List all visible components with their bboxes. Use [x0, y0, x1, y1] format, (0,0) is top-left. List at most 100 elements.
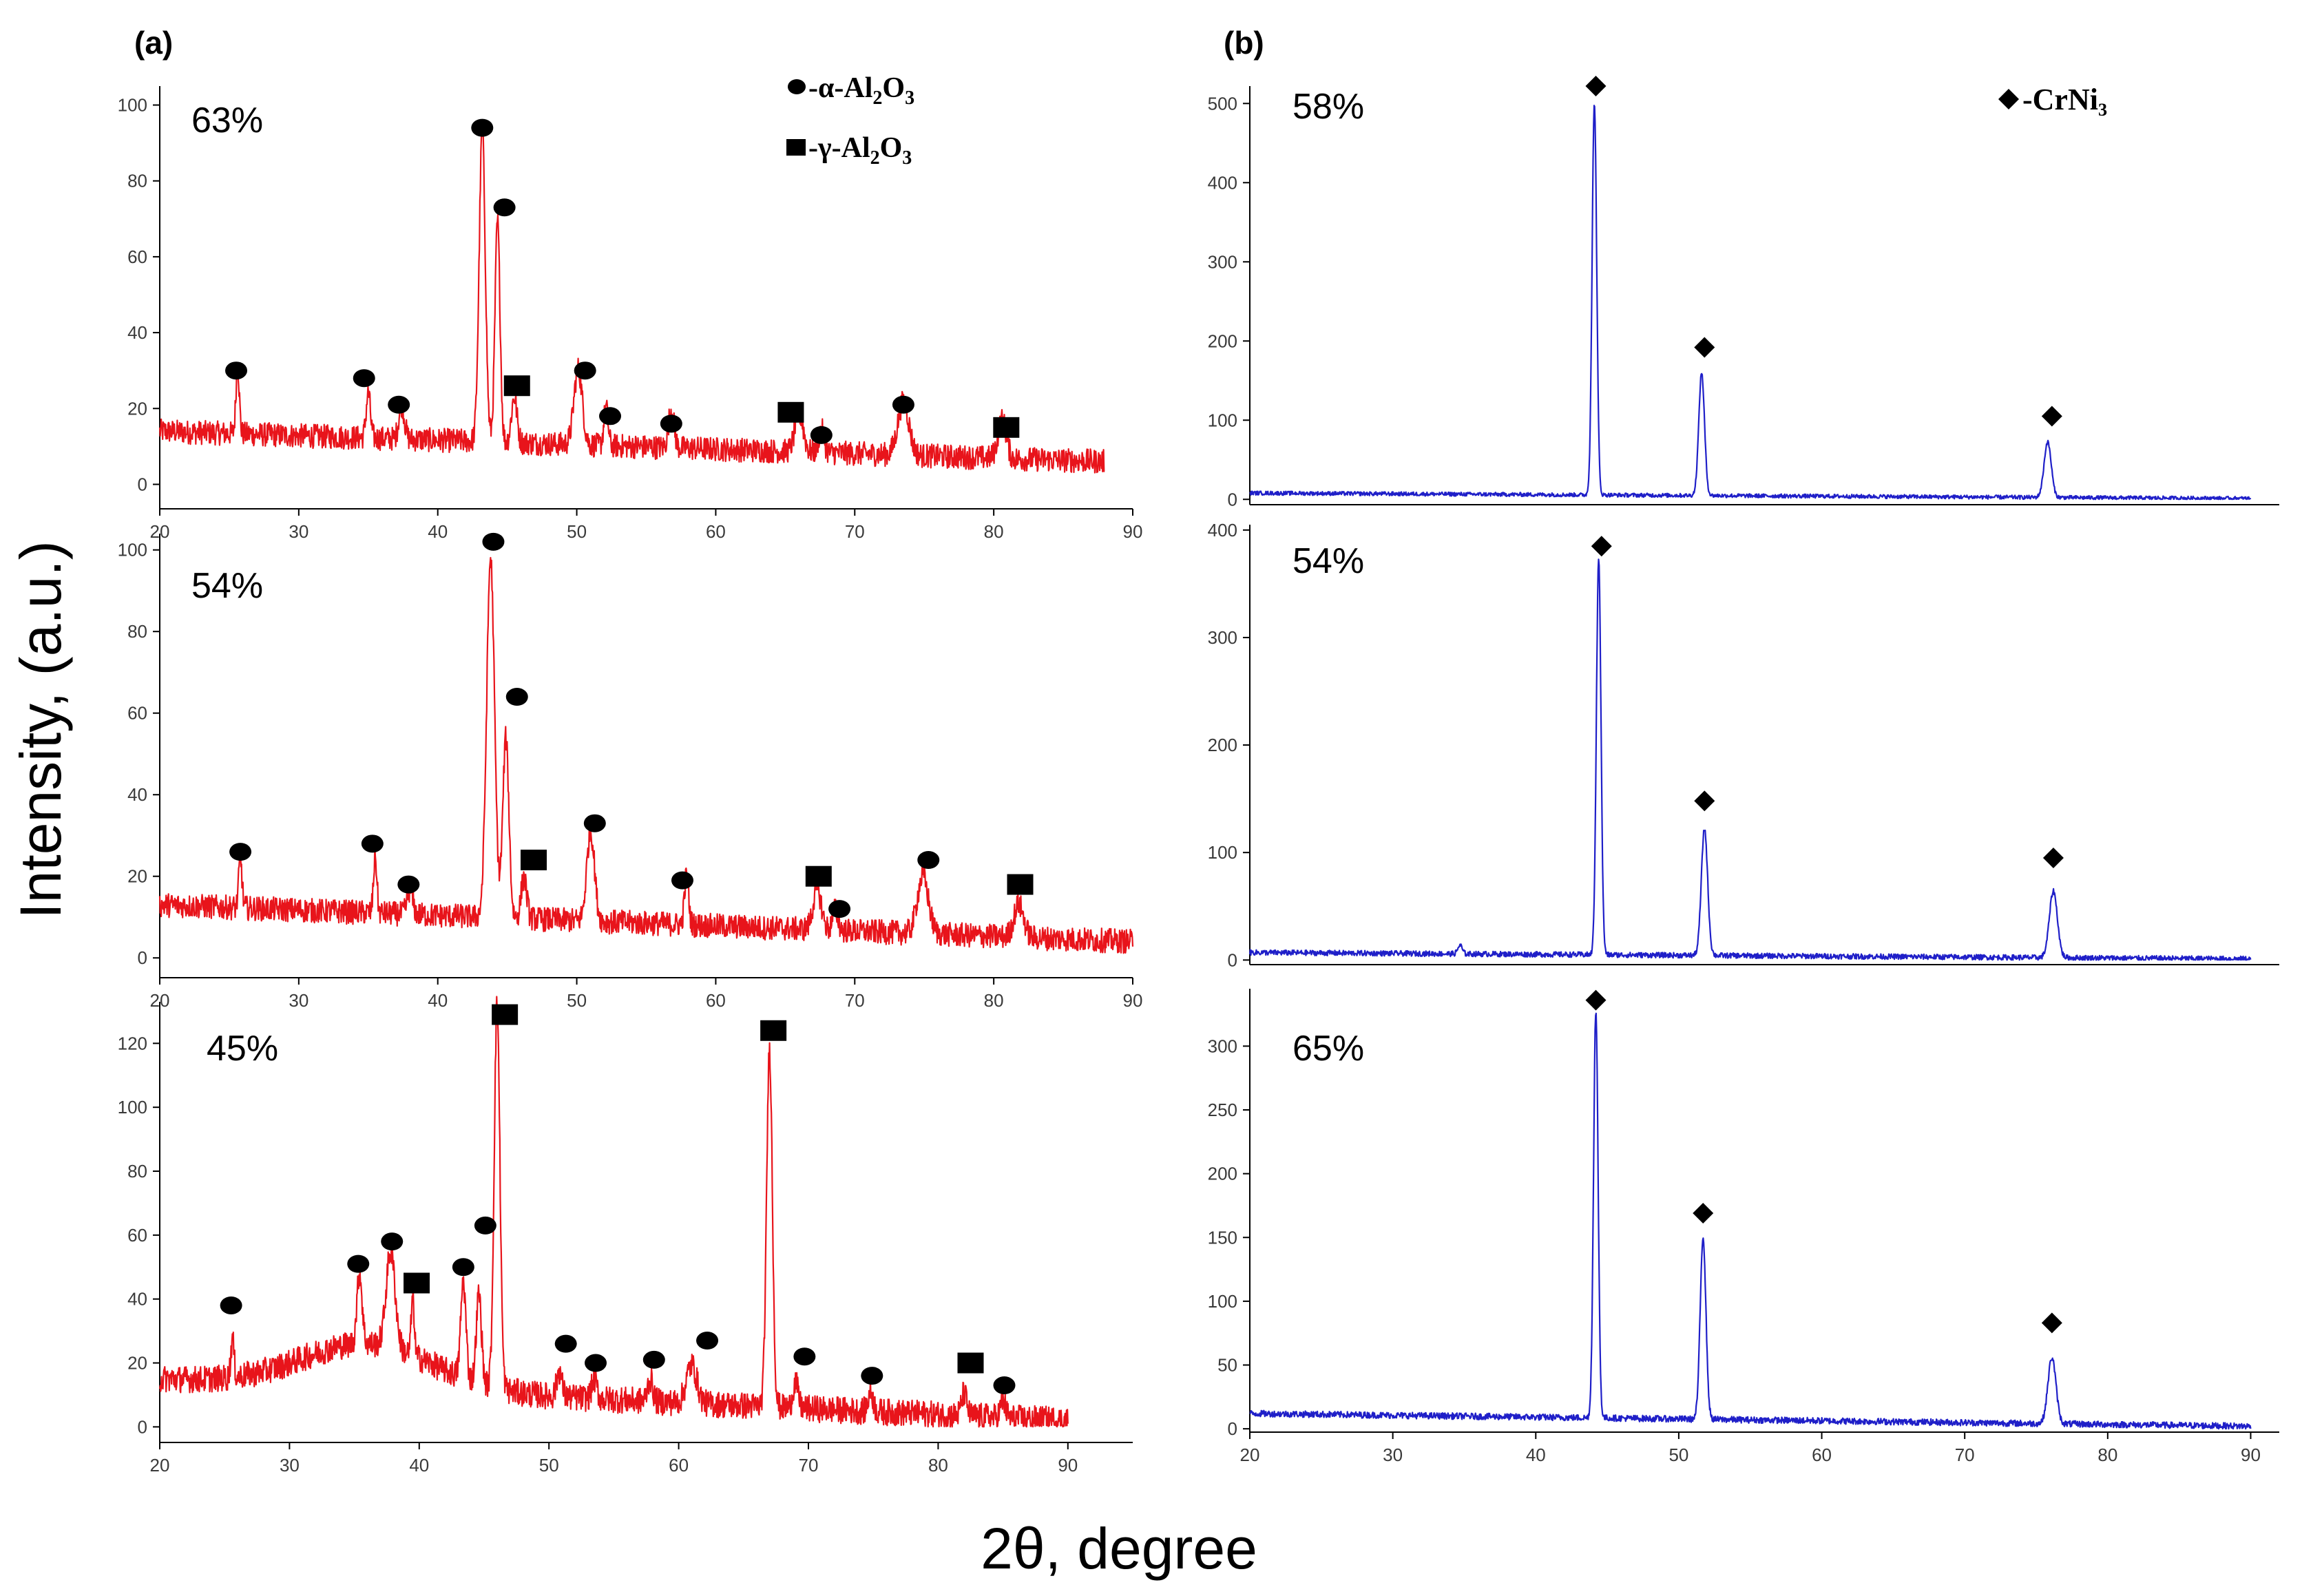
x-tick-label: 90 — [1058, 1455, 1078, 1476]
x-tick-label: 30 — [280, 1455, 300, 1476]
crni3-marker — [1694, 337, 1715, 358]
series-line-63% — [158, 123, 1105, 474]
alpha-al2o3-marker — [388, 395, 410, 414]
y-tick-label: 100 — [1208, 1291, 1237, 1312]
y-tick-label: 20 — [127, 1353, 147, 1374]
series-line-65% — [1249, 1012, 2252, 1430]
y-tick-label: 100 — [118, 95, 147, 116]
gamma-al2o3-marker — [520, 850, 547, 871]
y-tick-label: 40 — [127, 322, 147, 343]
y-tick-label: 20 — [127, 398, 147, 419]
x-tick-label: 40 — [428, 990, 448, 1011]
alpha-al2o3-marker — [660, 414, 682, 433]
crni3-marker — [1591, 536, 1612, 557]
legend-alpha-label: -α-Al2O3 — [808, 72, 914, 109]
gamma-al2o3-marker — [503, 375, 530, 397]
x-tick-label: 80 — [928, 1455, 948, 1476]
y-tick-label: 80 — [127, 621, 147, 642]
alpha-al2o3-marker — [583, 814, 606, 832]
x-tick-label: 40 — [409, 1455, 429, 1476]
y-tick-label: 100 — [1208, 842, 1237, 863]
alpha-al2o3-marker — [585, 1354, 607, 1372]
x-tick-label: 90 — [1123, 521, 1143, 542]
x-tick-label: 70 — [799, 1455, 819, 1476]
crni3-marker — [1585, 989, 1607, 1011]
y-tick-label: 40 — [127, 1289, 147, 1310]
y-tick-label: 200 — [1208, 1164, 1237, 1184]
legend-alpha-marker — [788, 79, 806, 94]
x-tick-label: 60 — [1812, 1445, 1832, 1465]
x-tick-label: 60 — [706, 990, 726, 1011]
alpha-al2o3-marker — [353, 369, 375, 388]
x-tick-label: 80 — [984, 990, 1004, 1011]
alpha-al2o3-marker — [554, 1334, 577, 1353]
y-tick-label: 60 — [127, 246, 147, 267]
chart-panel-b-2: 0 100 200 300 400 54% — [1208, 520, 2279, 970]
series-line-58% — [1249, 105, 2252, 501]
x-tick-label: 50 — [567, 521, 587, 542]
x-tick-label: 80 — [2097, 1445, 2117, 1465]
y-tick-label: 50 — [1217, 1355, 1237, 1376]
x-tick-label: 20 — [150, 1455, 170, 1476]
y-tick-label: 200 — [1208, 735, 1237, 755]
y-tick-label: 40 — [127, 784, 147, 805]
series-line-54% — [158, 556, 1134, 954]
y-tick-label: 200 — [1208, 330, 1237, 351]
x-tick-label: 50 — [539, 1455, 559, 1476]
sample-label: 54% — [1293, 541, 1364, 581]
alpha-al2o3-marker — [993, 1376, 1016, 1395]
alpha-al2o3-marker — [671, 871, 693, 890]
sample-label: 54% — [191, 566, 263, 606]
alpha-al2o3-marker — [361, 834, 384, 853]
alpha-al2o3-marker — [642, 1350, 665, 1369]
alpha-al2o3-marker — [599, 407, 622, 426]
alpha-al2o3-marker — [381, 1232, 404, 1251]
x-tick-label: 70 — [845, 521, 865, 542]
y-axis-title: Intensity, (a.u.) — [8, 540, 73, 918]
alpha-al2o3-marker — [696, 1332, 719, 1350]
x-tick-label: 20 — [1240, 1445, 1260, 1465]
gamma-al2o3-marker — [404, 1272, 430, 1294]
y-tick-label: 20 — [127, 866, 147, 887]
gamma-al2o3-marker — [957, 1352, 984, 1374]
y-tick-label: 300 — [1208, 1036, 1237, 1056]
alpha-al2o3-marker — [452, 1258, 474, 1277]
gamma-al2o3-marker — [1007, 874, 1034, 895]
x-tick-label: 40 — [1526, 1445, 1546, 1465]
y-tick-label: 150 — [1208, 1227, 1237, 1248]
alpha-al2o3-marker — [505, 688, 528, 706]
legend-crni3-marker — [1998, 89, 2019, 109]
x-tick-label: 40 — [428, 521, 448, 542]
y-tick-label: 300 — [1208, 627, 1237, 648]
alpha-al2o3-marker — [828, 900, 851, 918]
y-tick-label: 120 — [118, 1033, 147, 1053]
y-tick-label: 300 — [1208, 251, 1237, 272]
y-tick-label: 0 — [1228, 489, 1237, 510]
alpha-al2o3-marker — [493, 198, 516, 217]
chart-panel-b-3: 0 50 100 150 200 250 300 20 30 40 50 60 70 80 90 65% — [1208, 989, 2279, 1465]
alpha-al2o3-marker — [220, 1296, 242, 1314]
crni3-marker — [2042, 847, 2064, 868]
alpha-al2o3-marker — [471, 118, 494, 137]
y-tick-label: 100 — [118, 1097, 147, 1117]
y-tick-label: 0 — [1228, 1418, 1237, 1439]
gamma-al2o3-marker — [492, 1004, 519, 1025]
y-tick-label: 500 — [1208, 93, 1237, 114]
y-tick-label: 400 — [1208, 172, 1237, 193]
alpha-al2o3-marker — [574, 361, 596, 380]
crni3-marker — [1585, 76, 1607, 96]
panel-a-label: (a) — [134, 25, 173, 61]
x-tick-label: 50 — [567, 990, 587, 1011]
x-tick-label: 70 — [1955, 1445, 1975, 1465]
x-tick-label: 60 — [669, 1455, 689, 1476]
y-tick-label: 250 — [1208, 1100, 1237, 1120]
legend-gamma-label: -γ-Al2O3 — [808, 132, 912, 169]
legend-b: -CrNi₃ — [1998, 83, 2107, 116]
x-tick-label: 30 — [289, 990, 308, 1011]
gamma-al2o3-marker — [993, 417, 1020, 438]
